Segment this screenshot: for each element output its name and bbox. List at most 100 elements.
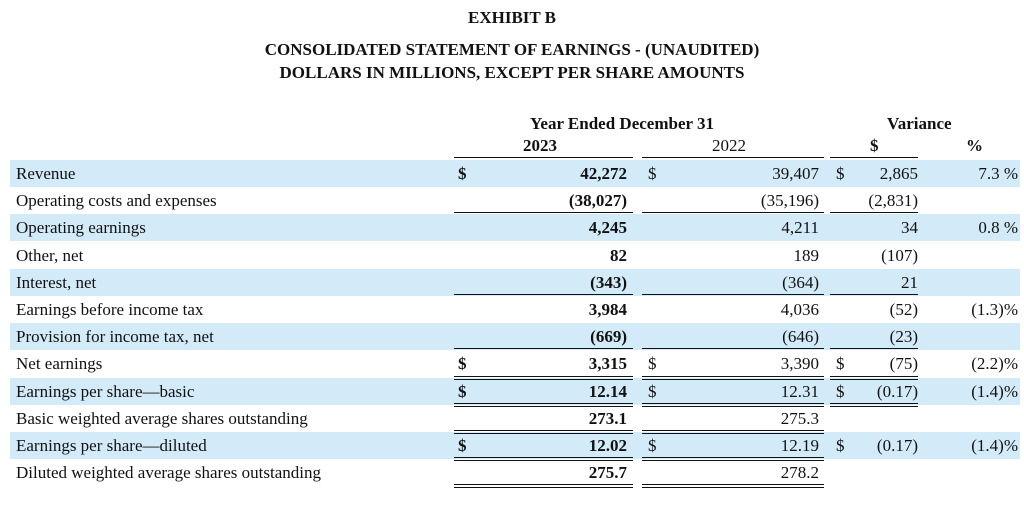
prior-value: (364) xyxy=(782,272,819,292)
table-row: Diluted weighted average shares outstand… xyxy=(0,459,1024,486)
subtotal-rule xyxy=(454,212,633,213)
subtotal-rule xyxy=(830,212,918,213)
table-row: Operating costs and expenses (38,027) (35,… xyxy=(0,187,1024,214)
variance-percent: (2.2)% xyxy=(971,354,1018,374)
current-value: (669) xyxy=(590,327,627,347)
double-rule xyxy=(642,406,824,407)
double-rule xyxy=(454,406,633,407)
year-current-header: 2023 xyxy=(523,136,557,155)
row-label: Interest, net xyxy=(16,272,97,292)
variance-currency: $ xyxy=(836,436,845,455)
current-value: 12.14 xyxy=(588,381,627,401)
double-rule xyxy=(454,433,633,434)
table-row: Provision for income tax, net (669) (646) (… xyxy=(0,323,1024,350)
row-label: Operating earnings xyxy=(16,218,146,238)
current-value: 4,245 xyxy=(588,218,627,238)
variance-percent: (1.4)% xyxy=(971,436,1018,455)
double-rule xyxy=(454,403,633,404)
variance-percent: (1.4)% xyxy=(971,381,1018,401)
prior-value: 12.31 xyxy=(780,381,819,401)
prior-value: 275.3 xyxy=(780,408,819,428)
row-band xyxy=(10,432,1020,459)
row-band xyxy=(10,323,1020,351)
table-row: Other, net 82 189 (107) xyxy=(0,242,1024,269)
row-label: Earnings before income tax xyxy=(16,300,204,319)
row-label: Basic weighted average shares outstandin… xyxy=(16,408,308,428)
double-rule xyxy=(454,376,633,377)
variance-value: 34 xyxy=(901,218,918,238)
table-row: Earnings per share—diluted $12.02 $12.19 $ (… xyxy=(0,432,1024,459)
current-value: 3,315 xyxy=(588,354,627,374)
double-rule xyxy=(642,403,824,404)
row-band xyxy=(10,377,1020,405)
table-row: Earnings per share—basic $12.14 $12.31 $ (0.… xyxy=(0,378,1024,405)
header-rule-variance xyxy=(830,157,918,158)
double-rule xyxy=(830,379,918,380)
prior-currency: $ xyxy=(648,164,657,183)
variance-percent: (1.3)% xyxy=(971,300,1018,319)
header-rule-prior xyxy=(642,157,824,158)
prior-currency: $ xyxy=(648,381,657,401)
variance-value: (2,831) xyxy=(868,191,918,211)
variance-dollar-header: $ xyxy=(870,136,879,155)
header-rule-current xyxy=(454,157,633,158)
double-rule xyxy=(642,484,824,485)
variance-value: (107) xyxy=(881,245,918,265)
period-group-header: Year Ended December 31 xyxy=(530,114,714,133)
current-value: 273.1 xyxy=(588,408,627,428)
table-row: Net earnings $3,315 $3,390 $ (75) (2.2)% xyxy=(0,350,1024,377)
row-label: Diluted weighted average shares outstand… xyxy=(16,463,321,483)
prior-currency: $ xyxy=(648,436,657,455)
variance-value: 2,865 xyxy=(879,164,918,183)
prior-value: 4,036 xyxy=(780,300,819,319)
row-label: Provision for income tax, net xyxy=(16,327,214,347)
statement-subtitle: DOLLARS IN MILLIONS, EXCEPT PER SHARE AM… xyxy=(279,63,745,82)
table-row: Earnings before income tax 3,984 4,036 (52)… xyxy=(0,296,1024,323)
current-value: 42,272 xyxy=(580,164,627,183)
prior-value: 39,407 xyxy=(772,164,819,183)
variance-currency: $ xyxy=(836,354,845,374)
current-currency: $ xyxy=(458,381,467,401)
variance-percent: 7.3 % xyxy=(978,164,1018,183)
current-currency: $ xyxy=(458,164,467,183)
subtotal-rule xyxy=(830,294,918,295)
variance-group-header: Variance xyxy=(887,114,952,133)
variance-currency: $ xyxy=(836,164,845,183)
table-row: Operating earnings 4,245 4,211 34 0.8 % xyxy=(0,214,1024,241)
subtotal-rule xyxy=(642,212,824,213)
variance-percent: 0.8 % xyxy=(978,218,1018,238)
row-label: Other, net xyxy=(16,245,84,265)
current-value: 3,984 xyxy=(588,300,627,319)
table-row: Basic weighted average shares outstandin… xyxy=(0,405,1024,432)
double-rule xyxy=(830,406,918,407)
double-rule xyxy=(642,487,824,488)
current-currency: $ xyxy=(458,354,467,374)
prior-value: (646) xyxy=(782,327,819,347)
row-band xyxy=(10,214,1020,242)
prior-value: (35,196) xyxy=(760,191,819,211)
subtotal-rule xyxy=(642,348,824,349)
double-rule xyxy=(642,457,824,458)
subtotal-rule xyxy=(454,294,633,295)
double-rule xyxy=(642,376,824,377)
current-value: 275.7 xyxy=(588,463,627,483)
variance-value: (0.17) xyxy=(876,436,918,455)
double-rule xyxy=(454,460,633,461)
row-label: Operating costs and expenses xyxy=(16,191,217,211)
variance-value: (52) xyxy=(889,300,918,319)
row-band xyxy=(10,268,1020,296)
prior-currency: $ xyxy=(648,354,657,374)
subtotal-rule xyxy=(454,348,633,349)
variance-pct-header: % xyxy=(966,136,983,155)
variance-currency: $ xyxy=(836,381,845,401)
current-value: 12.02 xyxy=(588,436,627,455)
current-currency: $ xyxy=(458,436,467,455)
subtotal-rule xyxy=(642,294,824,295)
row-label: Earnings per share—diluted xyxy=(16,436,207,455)
variance-value: (23) xyxy=(889,327,918,347)
row-label: Revenue xyxy=(16,164,76,183)
row-label: Earnings per share—basic xyxy=(16,381,195,401)
table-row: Revenue $42,272 $39,407 $2,865 7.3 % xyxy=(0,160,1024,187)
current-value: (343) xyxy=(590,272,627,292)
current-value: 82 xyxy=(610,245,627,265)
